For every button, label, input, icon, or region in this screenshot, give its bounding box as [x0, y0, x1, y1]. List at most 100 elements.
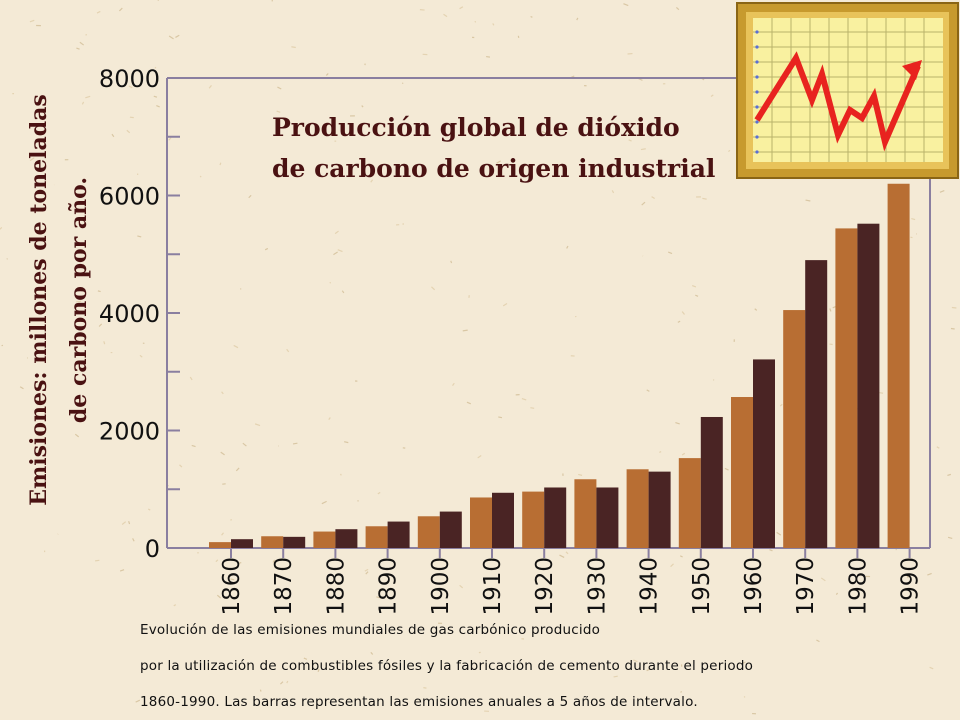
paper-fiber	[370, 179, 374, 183]
paper-fiber	[238, 561, 242, 564]
bar-1910-series-2	[492, 492, 514, 548]
paper-fiber	[85, 95, 91, 99]
x-tick-label-1960: 1960	[741, 557, 767, 616]
icon-arrowhead	[902, 60, 922, 80]
bar-1900-series-2	[439, 511, 462, 548]
paper-fiber	[640, 148, 646, 151]
paper-fiber	[816, 639, 820, 643]
paper-fiber	[906, 575, 909, 579]
paper-fiber	[259, 689, 262, 692]
paper-fiber	[19, 386, 24, 390]
paper-fiber	[728, 149, 731, 153]
paper-fiber	[191, 444, 196, 448]
paper-fiber	[927, 572, 932, 576]
paper-fiber	[474, 20, 477, 23]
x-tick-label-1910: 1910	[480, 557, 506, 616]
paper-fiber	[276, 110, 281, 113]
paper-fiber	[216, 594, 222, 599]
paper-fiber	[835, 592, 839, 595]
paper-fiber	[235, 467, 240, 472]
paper-fiber	[339, 165, 342, 169]
paper-fiber	[530, 407, 535, 409]
x-tick-label-1940: 1940	[637, 557, 663, 616]
paper-fiber	[829, 308, 832, 312]
paper-fiber	[431, 286, 436, 291]
paper-fiber	[121, 521, 127, 525]
paper-fiber	[677, 320, 681, 323]
paper-fiber	[947, 536, 953, 540]
paper-fiber	[668, 251, 673, 255]
paper-fiber	[233, 344, 239, 349]
bar-1960-series-1	[731, 397, 753, 548]
paper-fiber	[157, 0, 159, 1]
paper-fiber	[950, 327, 955, 330]
y-tick-label: 4000	[99, 300, 160, 328]
paper-fiber	[168, 137, 172, 141]
paper-fiber	[521, 397, 527, 401]
paper-fiber	[947, 473, 952, 477]
x-tick-label-1870: 1870	[271, 557, 297, 616]
paper-fiber	[805, 199, 811, 202]
bar-1980-series-1	[835, 228, 858, 548]
icon-axis-dot	[755, 105, 759, 109]
paper-fiber	[139, 354, 143, 358]
paper-fiber	[29, 19, 35, 23]
icon-axis-dot	[755, 90, 759, 94]
paper-fiber	[199, 175, 202, 178]
bar-1970-series-2	[805, 260, 828, 548]
paper-fiber	[443, 13, 448, 18]
paper-fiber	[329, 281, 332, 284]
icon-axis-dot	[755, 60, 759, 64]
bar-1870-series-1	[261, 536, 284, 548]
bar-1930-series-2	[596, 487, 619, 548]
bar-1930-series-1	[574, 479, 597, 548]
bar-1990-series-1	[887, 183, 910, 548]
paper-fiber	[633, 659, 638, 663]
paper-fiber	[344, 441, 349, 444]
paper-fiber	[820, 577, 826, 582]
paper-fiber	[208, 85, 212, 89]
paper-fiber	[292, 442, 298, 445]
x-tick-label-1860: 1860	[219, 557, 245, 616]
y-tick-label: 2000	[99, 418, 160, 446]
paper-fiber	[691, 284, 697, 288]
bar-1870-series-2	[283, 536, 306, 548]
paper-fiber	[679, 555, 683, 558]
paper-fiber	[641, 201, 646, 206]
paper-fiber	[153, 95, 158, 98]
paper-fiber	[0, 226, 3, 230]
y-tick-label: 0	[145, 535, 160, 563]
paper-fiber	[911, 218, 916, 221]
paper-fiber	[303, 657, 308, 660]
paper-fiber	[646, 668, 651, 672]
paper-fiber	[646, 389, 650, 392]
paper-fiber	[459, 584, 464, 589]
paper-fiber	[221, 532, 224, 536]
bar-1920-series-2	[544, 487, 567, 548]
paper-fiber	[29, 157, 35, 162]
bar-1880-series-1	[313, 531, 336, 548]
icon-axis-dot	[755, 75, 759, 79]
bar-1920-series-1	[522, 491, 545, 548]
paper-fiber	[576, 17, 579, 21]
paper-fiber	[502, 303, 508, 307]
paper-fiber	[333, 251, 338, 256]
x-tick-label-1880: 1880	[323, 557, 349, 616]
paper-fiber	[578, 473, 583, 476]
x-tick-label-1890: 1890	[376, 557, 402, 616]
icon-axis-dot	[755, 150, 759, 154]
paper-fiber	[76, 47, 80, 50]
paper-fiber	[230, 518, 233, 521]
bar-1940-series-1	[626, 469, 649, 548]
paper-fiber	[702, 197, 707, 200]
paper-fiber	[317, 668, 320, 673]
paper-fiber	[364, 568, 369, 572]
paper-fiber	[242, 442, 247, 447]
paper-fiber	[611, 190, 615, 194]
paper-fiber	[710, 94, 714, 98]
paper-fiber	[137, 235, 142, 238]
paper-fiber	[291, 46, 296, 49]
paper-fiber	[466, 401, 472, 405]
paper-fiber	[541, 131, 547, 134]
paper-fiber	[220, 451, 225, 456]
